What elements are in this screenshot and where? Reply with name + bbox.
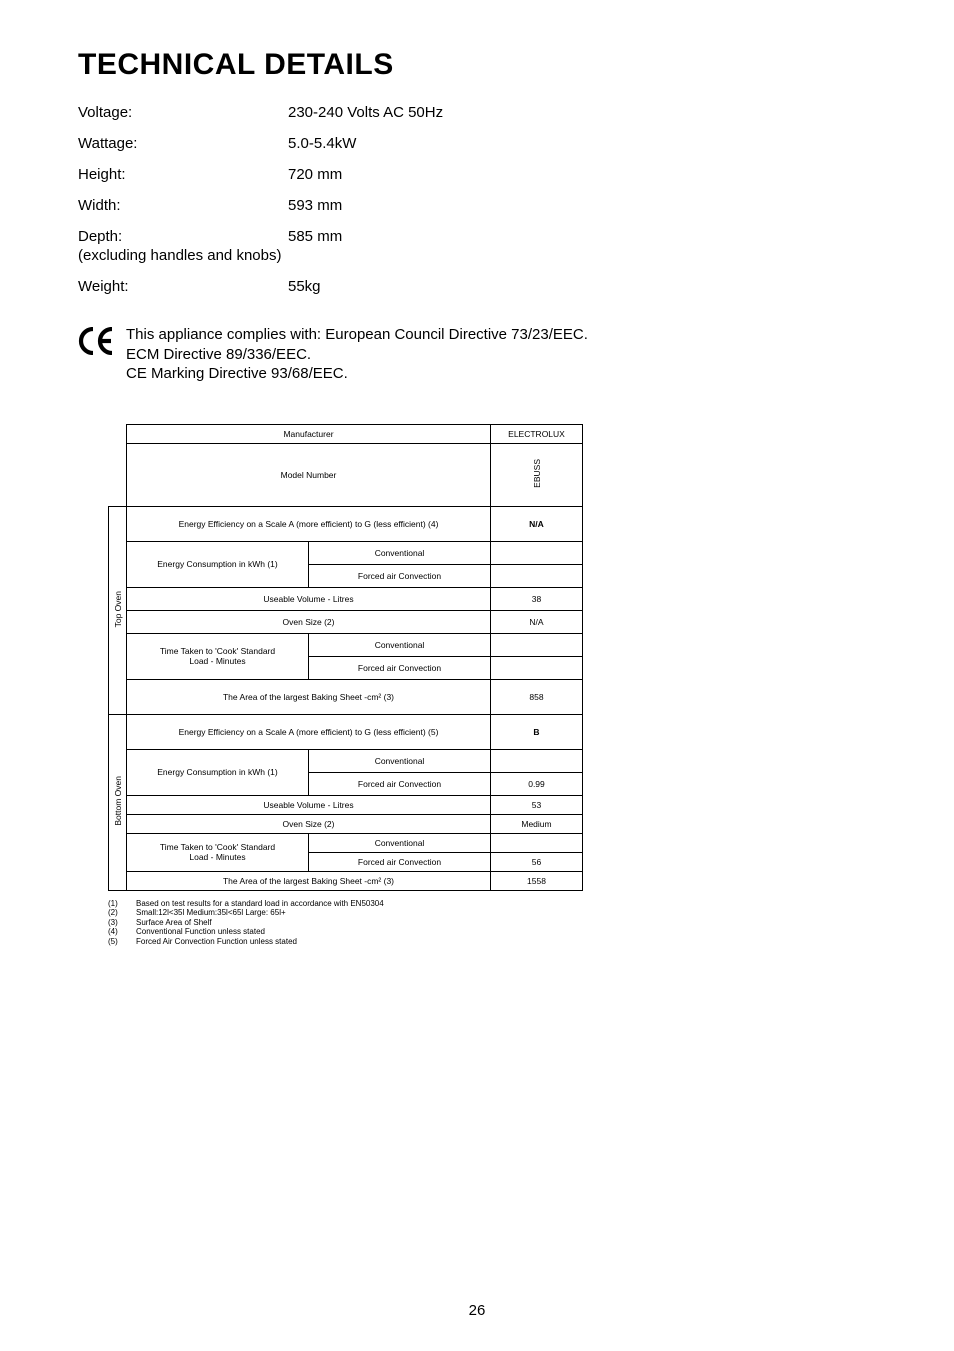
top-time-conv-label: Conventional (309, 633, 491, 656)
page-number: 26 (0, 1302, 954, 1319)
fn3-text: Surface Area of Shelf (136, 918, 212, 928)
spec-depth: Depth: 585 mm (78, 228, 876, 245)
top-conv-label: Conventional (309, 541, 491, 564)
model-label: Model Number (127, 443, 491, 506)
bottom-ovensize-label: Oven Size (2) (127, 814, 491, 833)
top-consumption-label: Energy Consumption in kWh (1) (127, 541, 309, 587)
bottom-consumption-label: Energy Consumption in kWh (1) (127, 749, 309, 795)
manufacturer-value: ELECTROLUX (491, 424, 583, 443)
bottom-time-forced-value: 56 (491, 852, 583, 871)
bottom-oven-label: Bottom Oven (111, 772, 125, 830)
top-time-forced-value (491, 656, 583, 679)
bottom-eff-value: B (491, 714, 583, 749)
height-label: Height: (78, 166, 288, 183)
top-area-label: The Area of the largest Baking Sheet -cm… (127, 679, 491, 714)
bottom-time-label-1: Time Taken to 'Cook' Standard (160, 842, 275, 852)
fn1-text: Based on test results for a standard loa… (136, 899, 384, 909)
efficiency-table: Manufacturer ELECTROLUX Model Number EBU… (108, 424, 583, 891)
fn2-text: Small:12l<35l Medium:35l<65l Large: 65l+ (136, 908, 286, 918)
wattage-value: 5.0-5.4kW (288, 135, 356, 152)
bottom-forced-label: Forced air Convection (309, 772, 491, 795)
width-value: 593 mm (288, 197, 342, 214)
weight-label: Weight: (78, 278, 288, 295)
spec-voltage: Voltage: 230-240 Volts AC 50Hz (78, 104, 876, 121)
depth-value: 585 mm (288, 228, 342, 245)
top-time-label-2: Load - Minutes (189, 656, 245, 666)
spec-weight: Weight: 55kg (78, 278, 876, 295)
page-title: TECHNICAL DETAILS (78, 48, 876, 82)
bottom-time-forced-label: Forced air Convection (309, 852, 491, 871)
top-eff-value: N/A (491, 506, 583, 541)
depth-sub: (excluding handles and knobs) (78, 247, 876, 264)
fn1-num: (1) (108, 899, 136, 909)
bottom-conv-label: Conventional (309, 749, 491, 772)
fn4-text: Conventional Function unless stated (136, 927, 265, 937)
ce-text: This appliance complies with: European C… (126, 325, 588, 384)
ce-line3: CE Marking Directive 93/68/EEC. (126, 364, 588, 384)
wattage-label: Wattage: (78, 135, 288, 152)
bottom-time-conv-value (491, 833, 583, 852)
fn5-num: (5) (108, 937, 136, 947)
top-useable-value: 38 (491, 587, 583, 610)
model-value: EBUSS (530, 455, 544, 492)
spec-height: Height: 720 mm (78, 166, 876, 183)
bottom-time-conv-label: Conventional (309, 833, 491, 852)
fn4-num: (4) (108, 927, 136, 937)
top-time-label-1: Time Taken to 'Cook' Standard (160, 646, 275, 656)
height-value: 720 mm (288, 166, 342, 183)
ce-block: This appliance complies with: European C… (78, 325, 876, 384)
top-oven-label: Top Oven (111, 587, 125, 631)
bottom-eff-label: Energy Efficiency on a Scale A (more eff… (127, 714, 491, 749)
width-label: Width: (78, 197, 288, 214)
depth-label: Depth: (78, 228, 288, 245)
bottom-time-label-2: Load - Minutes (189, 852, 245, 862)
bottom-ovensize-value: Medium (491, 814, 583, 833)
spec-wattage: Wattage: 5.0-5.4kW (78, 135, 876, 152)
top-eff-label: Energy Efficiency on a Scale A (more eff… (127, 506, 491, 541)
ce-line2: ECM Directive 89/336/EEC. (126, 345, 588, 365)
top-time-label: Time Taken to 'Cook' Standard Load - Min… (127, 633, 309, 679)
top-ovensize-value: N/A (491, 610, 583, 633)
top-forced-value (491, 564, 583, 587)
weight-value: 55kg (288, 278, 321, 295)
fn2-num: (2) (108, 908, 136, 918)
top-time-forced-label: Forced air Convection (309, 656, 491, 679)
bottom-useable-value: 53 (491, 795, 583, 814)
top-time-conv-value (491, 633, 583, 656)
ce-mark-icon (78, 327, 116, 360)
bottom-area-label: The Area of the largest Baking Sheet -cm… (127, 871, 491, 890)
bottom-useable-label: Useable Volume - Litres (127, 795, 491, 814)
top-forced-label: Forced air Convection (309, 564, 491, 587)
top-useable-label: Useable Volume - Litres (127, 587, 491, 610)
voltage-value: 230-240 Volts AC 50Hz (288, 104, 443, 121)
bottom-conv-value (491, 749, 583, 772)
manufacturer-label: Manufacturer (127, 424, 491, 443)
top-ovensize-label: Oven Size (2) (127, 610, 491, 633)
spec-width: Width: 593 mm (78, 197, 876, 214)
footnotes: (1)Based on test results for a standard … (108, 899, 876, 947)
top-area-value: 858 (491, 679, 583, 714)
ce-line1: This appliance complies with: European C… (126, 325, 588, 345)
bottom-area-value: 1558 (491, 871, 583, 890)
bottom-time-label: Time Taken to 'Cook' Standard Load - Min… (127, 833, 309, 871)
voltage-label: Voltage: (78, 104, 288, 121)
fn5-text: Forced Air Convection Function unless st… (136, 937, 297, 947)
top-conv-value (491, 541, 583, 564)
fn3-num: (3) (108, 918, 136, 928)
bottom-forced-value: 0.99 (491, 772, 583, 795)
